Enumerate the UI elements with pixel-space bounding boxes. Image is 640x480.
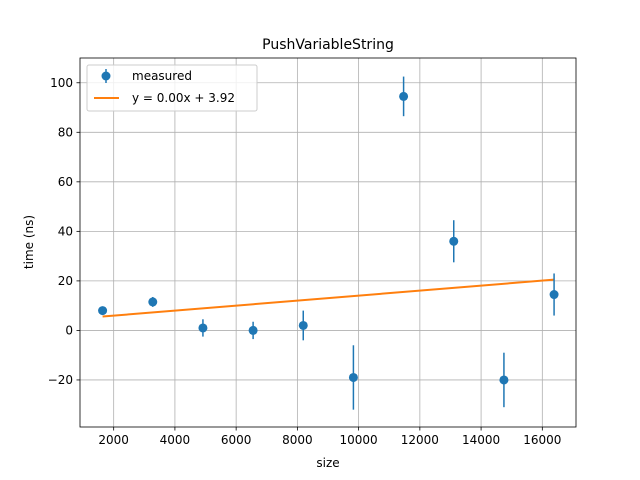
legend: measured y = 0.00x + 3.92 bbox=[86, 64, 258, 112]
grid bbox=[80, 58, 576, 427]
legend-marker-measured bbox=[101, 69, 111, 83]
data-point bbox=[399, 91, 409, 101]
plot-content bbox=[98, 76, 559, 410]
data-point bbox=[198, 323, 208, 333]
y-tick-label: 80 bbox=[58, 125, 73, 139]
data-point bbox=[148, 297, 158, 307]
y-tick-label: 60 bbox=[58, 175, 73, 189]
x-tick-label: 12000 bbox=[401, 433, 439, 447]
axes bbox=[79, 57, 577, 428]
data-point bbox=[348, 372, 358, 382]
plot-background bbox=[80, 58, 576, 427]
legend-point-icon bbox=[101, 71, 111, 81]
x-tick-label: 8000 bbox=[282, 433, 313, 447]
y-tick-label: 20 bbox=[58, 274, 73, 288]
x-axis-title: size bbox=[316, 456, 339, 470]
data-point bbox=[549, 290, 559, 300]
data-point bbox=[248, 325, 258, 335]
y-tick-label: −20 bbox=[48, 373, 73, 387]
data-point bbox=[499, 375, 509, 385]
data-point bbox=[449, 236, 459, 246]
data-point bbox=[98, 306, 108, 316]
x-tick-label: 14000 bbox=[462, 433, 500, 447]
legend-label-fit: y = 0.00x + 3.92 bbox=[132, 91, 235, 105]
x-tick-label: 2000 bbox=[98, 433, 129, 447]
fit-line bbox=[102, 278, 555, 318]
chart-title: PushVariableString bbox=[262, 37, 394, 53]
x-tick-label: 4000 bbox=[160, 433, 191, 447]
y-tick-label: 0 bbox=[65, 323, 73, 337]
axes-frame bbox=[79, 57, 577, 428]
y-axis-title: time (ns) bbox=[22, 215, 36, 269]
y-tick-label: 100 bbox=[50, 76, 73, 90]
ticks: 2000 4000 6000 8000 10000 12000 14000 16000 −20 0… bbox=[48, 76, 562, 447]
legend-box bbox=[86, 64, 258, 112]
x-tick-label: 10000 bbox=[340, 433, 378, 447]
data-point bbox=[298, 320, 308, 330]
x-tick-label: 16000 bbox=[523, 433, 561, 447]
legend-label-measured: measured bbox=[132, 69, 192, 83]
y-tick-label: 40 bbox=[58, 224, 73, 238]
x-tick-label: 6000 bbox=[221, 433, 252, 447]
